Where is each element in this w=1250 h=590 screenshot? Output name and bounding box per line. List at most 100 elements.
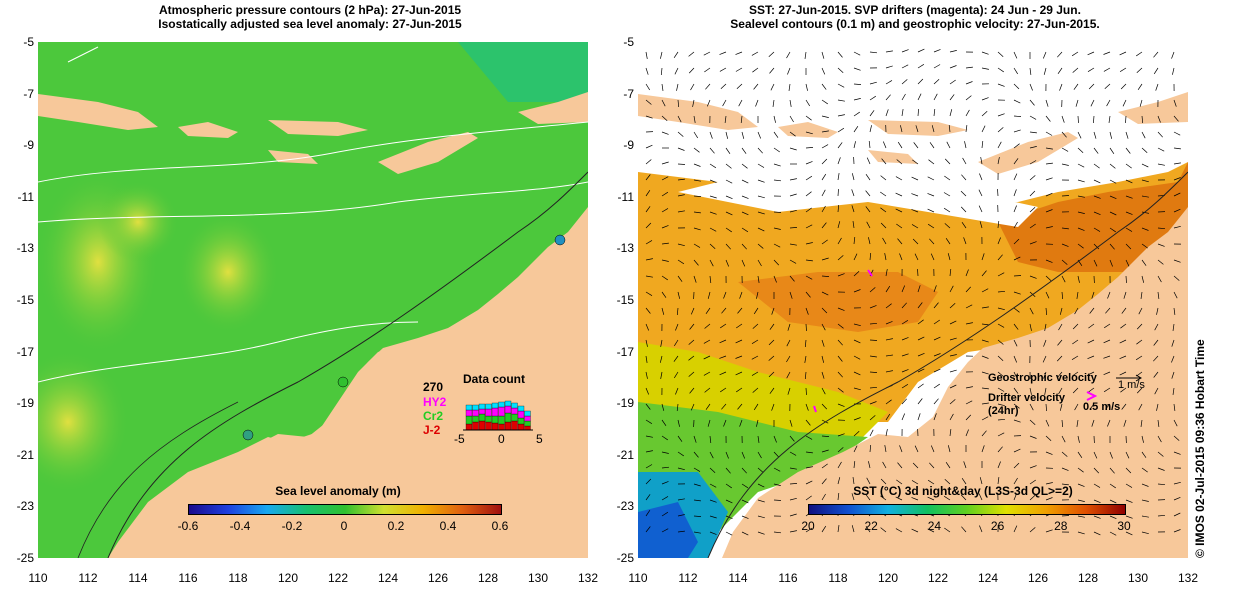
velocity-vector bbox=[997, 83, 1005, 87]
velocity-vector bbox=[821, 323, 826, 331]
velocity-vector bbox=[1061, 419, 1064, 428]
velocity-vector bbox=[677, 498, 685, 501]
velocity-vector bbox=[1088, 387, 1095, 393]
velocity-vector bbox=[1103, 67, 1111, 72]
velocity-vector bbox=[949, 320, 957, 325]
velocity-vector bbox=[1171, 355, 1175, 363]
velocity-vector bbox=[1013, 67, 1018, 75]
velocity-vector bbox=[865, 494, 871, 501]
velocity-vector bbox=[949, 109, 953, 117]
velocity-vector bbox=[1141, 115, 1144, 124]
velocity-vector bbox=[1029, 479, 1036, 485]
velocity-vector bbox=[1157, 419, 1160, 427]
velocity-vector bbox=[997, 418, 1006, 421]
velocity-vector bbox=[773, 211, 782, 213]
velocity-vector bbox=[1104, 83, 1111, 89]
velocity-vector bbox=[741, 531, 749, 536]
velocity-vector bbox=[677, 259, 685, 265]
velocity-vector bbox=[885, 321, 893, 325]
velocity-vector bbox=[853, 141, 856, 149]
data-count-title: Data count bbox=[463, 372, 526, 386]
velocity-vector bbox=[725, 163, 732, 169]
velocity-vector bbox=[706, 99, 711, 107]
sla-colorbar-tick: 0.6 bbox=[491, 519, 509, 533]
velocity-vector bbox=[851, 205, 855, 213]
velocity-vector bbox=[1119, 51, 1127, 56]
velocity-vector bbox=[1121, 403, 1127, 410]
velocity-vector bbox=[1120, 387, 1127, 393]
velocity-vector bbox=[753, 307, 759, 315]
velocity-vector bbox=[752, 387, 759, 393]
velocity-vector bbox=[949, 303, 956, 309]
velocity-vector bbox=[725, 531, 733, 536]
velocity-vector bbox=[1136, 387, 1143, 394]
velocity-vector bbox=[705, 403, 711, 410]
velocity-vector bbox=[1045, 115, 1051, 122]
sla-map: Data count 270 HY2 Cr2 J-2 -5 0 5 Sea le… bbox=[38, 42, 588, 558]
velocity-vector bbox=[1109, 451, 1113, 459]
velocity-vector bbox=[661, 435, 668, 441]
sst-colorbar-label: SST (°C) 3d night&day (L3S-3d QL>=2) bbox=[853, 484, 1073, 498]
velocity-vector bbox=[911, 209, 919, 213]
velocity-vector bbox=[821, 449, 829, 453]
sst-northeast-hot bbox=[998, 162, 1188, 272]
velocity-vector bbox=[837, 142, 843, 149]
velocity-vector bbox=[895, 528, 903, 533]
velocity-vector bbox=[901, 302, 907, 309]
velocity-vector bbox=[735, 67, 743, 72]
velocity-vector bbox=[1045, 131, 1053, 136]
velocity-vector bbox=[880, 527, 887, 533]
velocity-vector bbox=[1029, 146, 1037, 149]
velocity-vector bbox=[720, 83, 727, 90]
velocity-vector bbox=[707, 419, 711, 427]
velocity-vector bbox=[949, 50, 957, 53]
velocity-vector bbox=[741, 451, 746, 459]
velocity-vector bbox=[981, 416, 989, 421]
velocity-vector bbox=[1043, 67, 1047, 75]
velocity-vector bbox=[963, 237, 967, 245]
velocity-vector bbox=[661, 419, 667, 426]
velocity-vector bbox=[737, 403, 743, 410]
left-lon-tick: 116 bbox=[178, 571, 198, 585]
velocity-vector bbox=[837, 99, 845, 102]
velocity-vector bbox=[961, 526, 967, 533]
histogram-bar bbox=[478, 420, 486, 431]
velocity-vector bbox=[1093, 451, 1098, 459]
velocity-vector bbox=[787, 67, 791, 75]
velocity-vector bbox=[789, 291, 793, 299]
velocity-vector bbox=[1044, 387, 1047, 395]
velocity-vector bbox=[751, 339, 759, 344]
velocity-vector bbox=[869, 110, 875, 117]
histogram-bar bbox=[524, 415, 531, 422]
velocity-vector bbox=[1109, 531, 1117, 536]
velocity-vector bbox=[943, 495, 951, 501]
velocity-vector bbox=[1071, 355, 1079, 360]
velocity-vector bbox=[1056, 355, 1063, 362]
velocity-vector bbox=[660, 371, 663, 379]
velocity-vector bbox=[1173, 259, 1181, 263]
velocity-vector bbox=[721, 307, 727, 314]
velocity-vector bbox=[911, 193, 919, 197]
velocity-vector bbox=[735, 339, 743, 344]
velocity-vector bbox=[1061, 451, 1068, 457]
left-lon-tick: 128 bbox=[477, 571, 499, 585]
velocity-vector bbox=[965, 386, 973, 389]
velocity-vector bbox=[1029, 323, 1032, 331]
velocity-vector bbox=[677, 210, 685, 213]
velocity-vector bbox=[659, 355, 663, 363]
velocity-vector bbox=[1157, 147, 1165, 152]
velocity-vector bbox=[1141, 499, 1149, 502]
velocity-vector bbox=[789, 178, 797, 181]
velocity-vector bbox=[693, 451, 699, 458]
velocity-vector bbox=[688, 339, 695, 345]
velocity-vector bbox=[917, 48, 925, 53]
velocity-vector bbox=[645, 435, 653, 438]
velocity-vector bbox=[1029, 275, 1037, 279]
velocity-vector bbox=[661, 161, 669, 165]
velocity-vector bbox=[1077, 483, 1085, 487]
velocity-vector bbox=[945, 238, 951, 245]
velocity-vector bbox=[1077, 515, 1085, 518]
velocity-vector bbox=[1137, 83, 1143, 90]
velocity-vector bbox=[645, 494, 651, 501]
velocity-vector bbox=[709, 227, 717, 232]
